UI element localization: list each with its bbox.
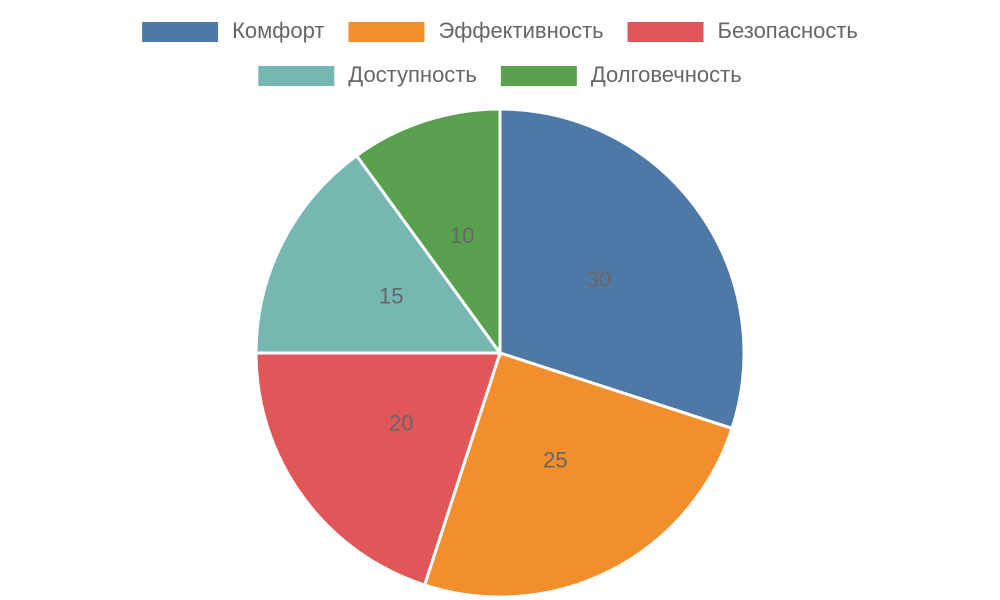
data-label: 25 [543,448,567,473]
data-label: 10 [450,223,474,248]
legend-label: Комфорт [232,18,324,43]
pie-slice [354,107,502,358]
legend-swatch [500,66,577,86]
data-label: 30 [586,267,610,292]
pie-slice [422,351,734,599]
legend-label: Эффективность [438,18,603,43]
legend-label: Долговечность [591,62,742,87]
pie-slice [254,153,503,355]
legend-swatch [142,22,219,42]
legend-label: Безопасность [718,18,858,43]
pie-slice [254,351,503,587]
legend-swatch [348,22,425,42]
legend-swatch [258,66,335,86]
pie-slice [498,107,746,431]
data-label: 15 [379,283,403,308]
data-label: 20 [389,411,413,436]
legend-label: Доступность [348,62,477,87]
legend-swatch [627,22,704,42]
